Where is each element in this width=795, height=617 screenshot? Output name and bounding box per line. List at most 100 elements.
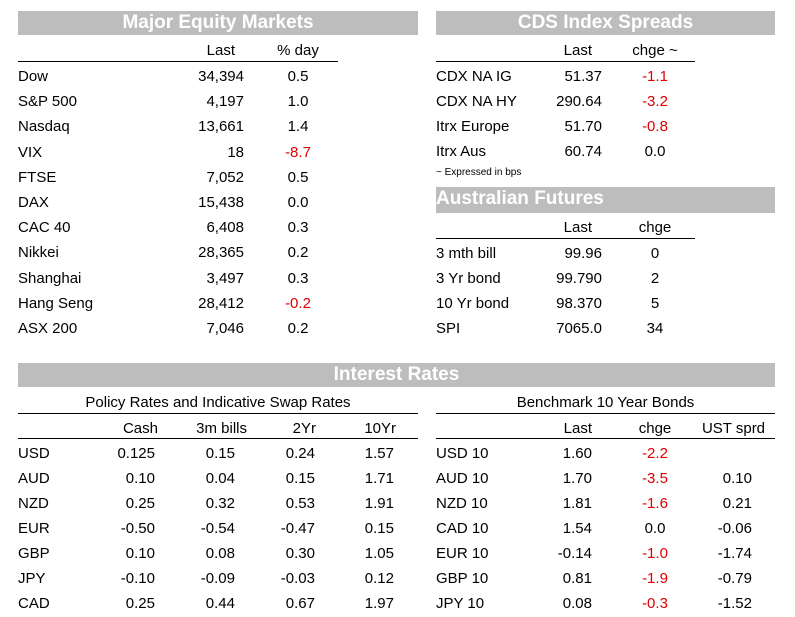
bonds-ustsprd: -1.74: [717, 545, 752, 562]
policy-3mbills: 0.15: [205, 445, 235, 462]
equity-pctday: 0.3: [287, 269, 309, 287]
policy-cash: -0.10: [120, 570, 155, 587]
equity-pctday: -0.2: [285, 294, 311, 312]
policy-currency: AUD: [18, 470, 50, 487]
futures-name: 10 Yr bond: [436, 295, 510, 312]
policy-header-rule: [18, 438, 418, 439]
bonds-last: 1.70: [562, 470, 592, 487]
bonds-last: 1.54: [562, 520, 592, 537]
equity-name: Dow: [18, 68, 49, 85]
bonds-ustsprd: -1.52: [717, 595, 752, 612]
policy-3mbills: 0.44: [205, 595, 235, 612]
policy-currency: NZD: [18, 495, 49, 512]
policy-10yr: 0.12: [364, 570, 394, 587]
cds-chge: -3.2: [642, 93, 668, 110]
bonds-ustsprd: 0.21: [722, 495, 752, 512]
futures-header-chge: chge: [638, 219, 672, 236]
futures-header-rule: [436, 238, 695, 239]
bonds-subtitle: Benchmark 10 Year Bonds: [516, 394, 695, 411]
bonds-header-rule: [436, 438, 775, 439]
equity-name: FTSE: [18, 168, 57, 186]
equity-last: 6,408: [206, 219, 244, 237]
bonds-last: 0.08: [562, 595, 592, 612]
policy-2yr: 0.15: [285, 470, 315, 487]
bonds-chge: 0.0: [644, 520, 666, 537]
equity-name: Nikkei: [18, 244, 59, 262]
bonds-ustsprd: [692, 441, 752, 466]
bonds-name: CAD 10: [436, 520, 489, 537]
policy-10yr: 1.05: [364, 545, 394, 562]
equity-pctday: 1.0: [287, 93, 309, 111]
bonds-chge: -1.9: [642, 570, 668, 587]
policy-currency: CAD: [18, 595, 50, 612]
policy-3mbills: -0.09: [200, 570, 235, 587]
bonds-ustsprd: 0.10: [722, 470, 752, 487]
cds-chge: 0.0: [644, 143, 666, 160]
equity-last: 3,497: [206, 269, 244, 287]
cds-last: 51.37: [564, 68, 602, 85]
equity-pctday: -8.7: [285, 143, 311, 161]
bonds-ustsprd: -0.79: [717, 570, 752, 587]
equity-header-pctday: % day: [277, 42, 319, 59]
bonds-name: NZD 10: [436, 495, 488, 512]
equity-last: 4,197: [206, 93, 244, 111]
cds-header-rule: [436, 61, 695, 62]
policy-cash: 0.10: [125, 470, 155, 487]
equity-name: Nasdaq: [18, 118, 70, 136]
equity-name: ASX 200: [18, 320, 78, 337]
bonds-ustsprd: -0.06: [717, 520, 752, 537]
equity-pctday: 1.4: [287, 118, 309, 136]
futures-header-last: Last: [563, 219, 592, 236]
policy-cash: -0.50: [120, 520, 155, 537]
cds-name: Itrx Aus: [436, 143, 487, 160]
policy-currency: EUR: [18, 520, 50, 537]
cds-footnote: ~ Expressed in bps: [436, 167, 522, 178]
equity-pctday: 0.5: [287, 168, 309, 186]
futures-title: Australian Futures: [436, 187, 775, 213]
cds-title: CDS Index Spreads: [436, 11, 775, 35]
equity-name: Hang Seng: [18, 294, 94, 312]
policy-currency: GBP: [18, 545, 50, 562]
equity-last: 13,661: [198, 118, 244, 136]
bonds-header-chge: chge: [638, 420, 672, 437]
equity-pctday: 0.2: [287, 320, 309, 337]
bonds-name: AUD 10: [436, 470, 489, 487]
equity-last: 7,052: [206, 168, 244, 186]
equity-pctday: 0.2: [287, 244, 309, 262]
bonds-name: JPY 10: [436, 595, 485, 612]
policy-3mbills: 0.32: [205, 495, 235, 512]
bonds-chge: -0.3: [642, 595, 668, 612]
policy-currency: JPY: [18, 570, 46, 587]
equity-name: S&P 500: [18, 93, 77, 111]
bonds-name: EUR 10: [436, 545, 489, 562]
equity-pctday: 0.5: [287, 68, 309, 85]
bonds-last: 0.81: [562, 570, 592, 587]
policy-cash: 0.10: [125, 545, 155, 562]
bonds-name: USD 10: [436, 445, 489, 462]
bonds-chge: -2.2: [642, 445, 668, 462]
bonds-chge: -3.5: [642, 470, 668, 487]
policy-subtitle: Policy Rates and Indicative Swap Rates: [85, 394, 351, 411]
futures-name: SPI: [436, 320, 461, 337]
policy-currency: USD: [18, 445, 50, 462]
policy-header-10yr: 10Yr: [364, 420, 396, 437]
policy-2yr: -0.03: [280, 570, 315, 587]
equity-header-last: Last: [206, 42, 235, 59]
equity-name: DAX: [18, 194, 49, 211]
equity-name: Shanghai: [18, 269, 82, 287]
policy-2yr: 0.53: [285, 495, 315, 512]
cds-last: 51.70: [564, 118, 602, 135]
policy-3mbills: 0.04: [205, 470, 235, 487]
policy-10yr: 0.15: [364, 520, 394, 537]
cds-last: 60.74: [564, 143, 602, 160]
policy-2yr: 0.30: [285, 545, 315, 562]
bonds-subtitle-rule: [436, 413, 775, 414]
bonds-header-last: Last: [563, 420, 592, 437]
bonds-last: 1.60: [562, 445, 592, 462]
equity-header-rule: [18, 61, 338, 62]
bonds-last: 1.81: [562, 495, 592, 512]
equity-last: 28,365: [198, 244, 244, 262]
futures-last: 7065.0: [556, 320, 602, 337]
policy-10yr: 1.71: [364, 470, 394, 487]
cds-name: CDX NA HY: [436, 93, 517, 110]
